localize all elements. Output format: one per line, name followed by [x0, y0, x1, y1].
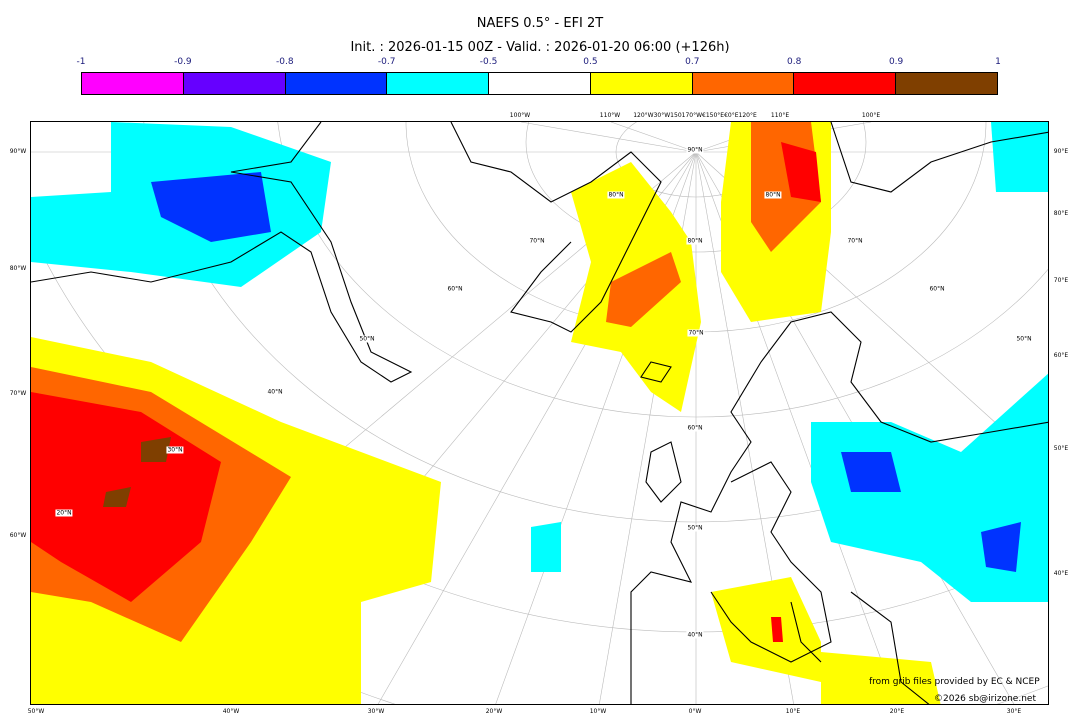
colorbar-segment — [82, 73, 184, 94]
latitude-label: 80°N — [764, 191, 782, 199]
colorbar-segment — [590, 73, 693, 94]
colorbar-tick-label: -1 — [76, 57, 86, 67]
top-axis-label: 110°W — [599, 112, 621, 119]
bottom-axis-label: 10°W — [589, 708, 607, 715]
bottom-axis-label: 20°W — [485, 708, 503, 715]
colorbar-tick-label: 0.7 — [685, 57, 700, 67]
latitude-label: 50°N — [1015, 335, 1033, 343]
right-axis-label: 70°E — [1053, 277, 1069, 284]
bottom-axis-label: 10°E — [785, 708, 801, 715]
colorbar-tick-label: -0.5 — [479, 57, 498, 67]
top-axis-label: 100°E — [861, 112, 881, 119]
bottom-axis-label: 50°W — [27, 708, 45, 715]
bottom-axis-label: 40°W — [222, 708, 240, 715]
bottom-axis-label: 30°W — [367, 708, 385, 715]
latitude-label: 40°N — [686, 631, 704, 639]
latitude-label: 50°N — [686, 524, 704, 532]
latitude-label: 70°N — [846, 237, 864, 245]
copyright-credit: ©2026 sb@irizone.net — [934, 694, 1036, 704]
left-axis-label: 90°W — [9, 148, 27, 155]
latitude-label: 80°N — [686, 237, 704, 245]
left-axis-label: 80°W — [9, 265, 27, 272]
data-source-credit: from grib files provided by EC & NCEP — [869, 677, 1040, 687]
right-axis-label: 60°E — [1053, 352, 1069, 359]
right-axis-label: 90°E — [1053, 148, 1069, 155]
latitude-label: 40°N — [266, 388, 284, 396]
colorbar-segment — [285, 73, 388, 94]
latitude-label: 20°N — [55, 509, 73, 517]
colorbar-segment — [489, 73, 591, 94]
left-axis-label: 70°W — [9, 390, 27, 397]
efi-shading — [31, 122, 1048, 704]
latitude-label: 60°N — [686, 424, 704, 432]
top-axis-label: 120°W30°W150170°W€150°E€0°E120°E — [633, 112, 757, 119]
map-title: NAEFS 0.5° - EFI 2T — [476, 16, 604, 31]
bottom-axis-label: 30°E — [1006, 708, 1022, 715]
coastlines — [31, 122, 1048, 704]
latitude-label: 50°N — [358, 335, 376, 343]
latitude-label: 70°N — [528, 237, 546, 245]
colorbar-tick-label: 0.9 — [888, 57, 904, 67]
colorbar-segment — [794, 73, 897, 94]
colorbar-tick-label: -0.7 — [377, 57, 396, 67]
right-axis-label: 80°E — [1053, 210, 1069, 217]
latitude-label: 80°N — [607, 191, 625, 199]
latitude-label: 90°N — [686, 146, 704, 154]
map-subtitle: Init. : 2026-01-15 00Z - Valid. : 2026-0… — [350, 40, 730, 55]
colorbar — [81, 72, 998, 95]
top-axis-label: 110°E — [770, 112, 790, 119]
bottom-axis-label: 0°W — [688, 708, 702, 715]
colorbar-tick-label: 1 — [995, 57, 1001, 67]
colorbar-segment — [896, 73, 998, 94]
latitude-label: 70°N — [687, 329, 705, 337]
map-svg — [31, 122, 1048, 704]
latitude-label: 60°N — [928, 285, 946, 293]
colorbar-segment — [387, 73, 490, 94]
left-axis-label: 60°W — [9, 532, 27, 539]
latitude-label: 60°N — [446, 285, 464, 293]
top-axis-label: 100°W — [509, 112, 531, 119]
right-axis-label: 40°E — [1053, 570, 1069, 577]
colorbar-segment — [183, 73, 286, 94]
colorbar-tick-label: -0.8 — [275, 57, 294, 67]
bottom-axis-label: 20°E — [889, 708, 905, 715]
colorbar-tick-label: -0.9 — [174, 57, 192, 67]
right-axis-label: 50°E — [1053, 445, 1069, 452]
colorbar-tick-label: 0.5 — [583, 57, 598, 67]
map-area: from grib files provided by EC & NCEP ©2… — [30, 121, 1049, 705]
colorbar-tick-label: 0.8 — [787, 57, 802, 67]
colorbar-segment — [692, 73, 795, 94]
latitude-label: 30°N — [166, 446, 184, 454]
